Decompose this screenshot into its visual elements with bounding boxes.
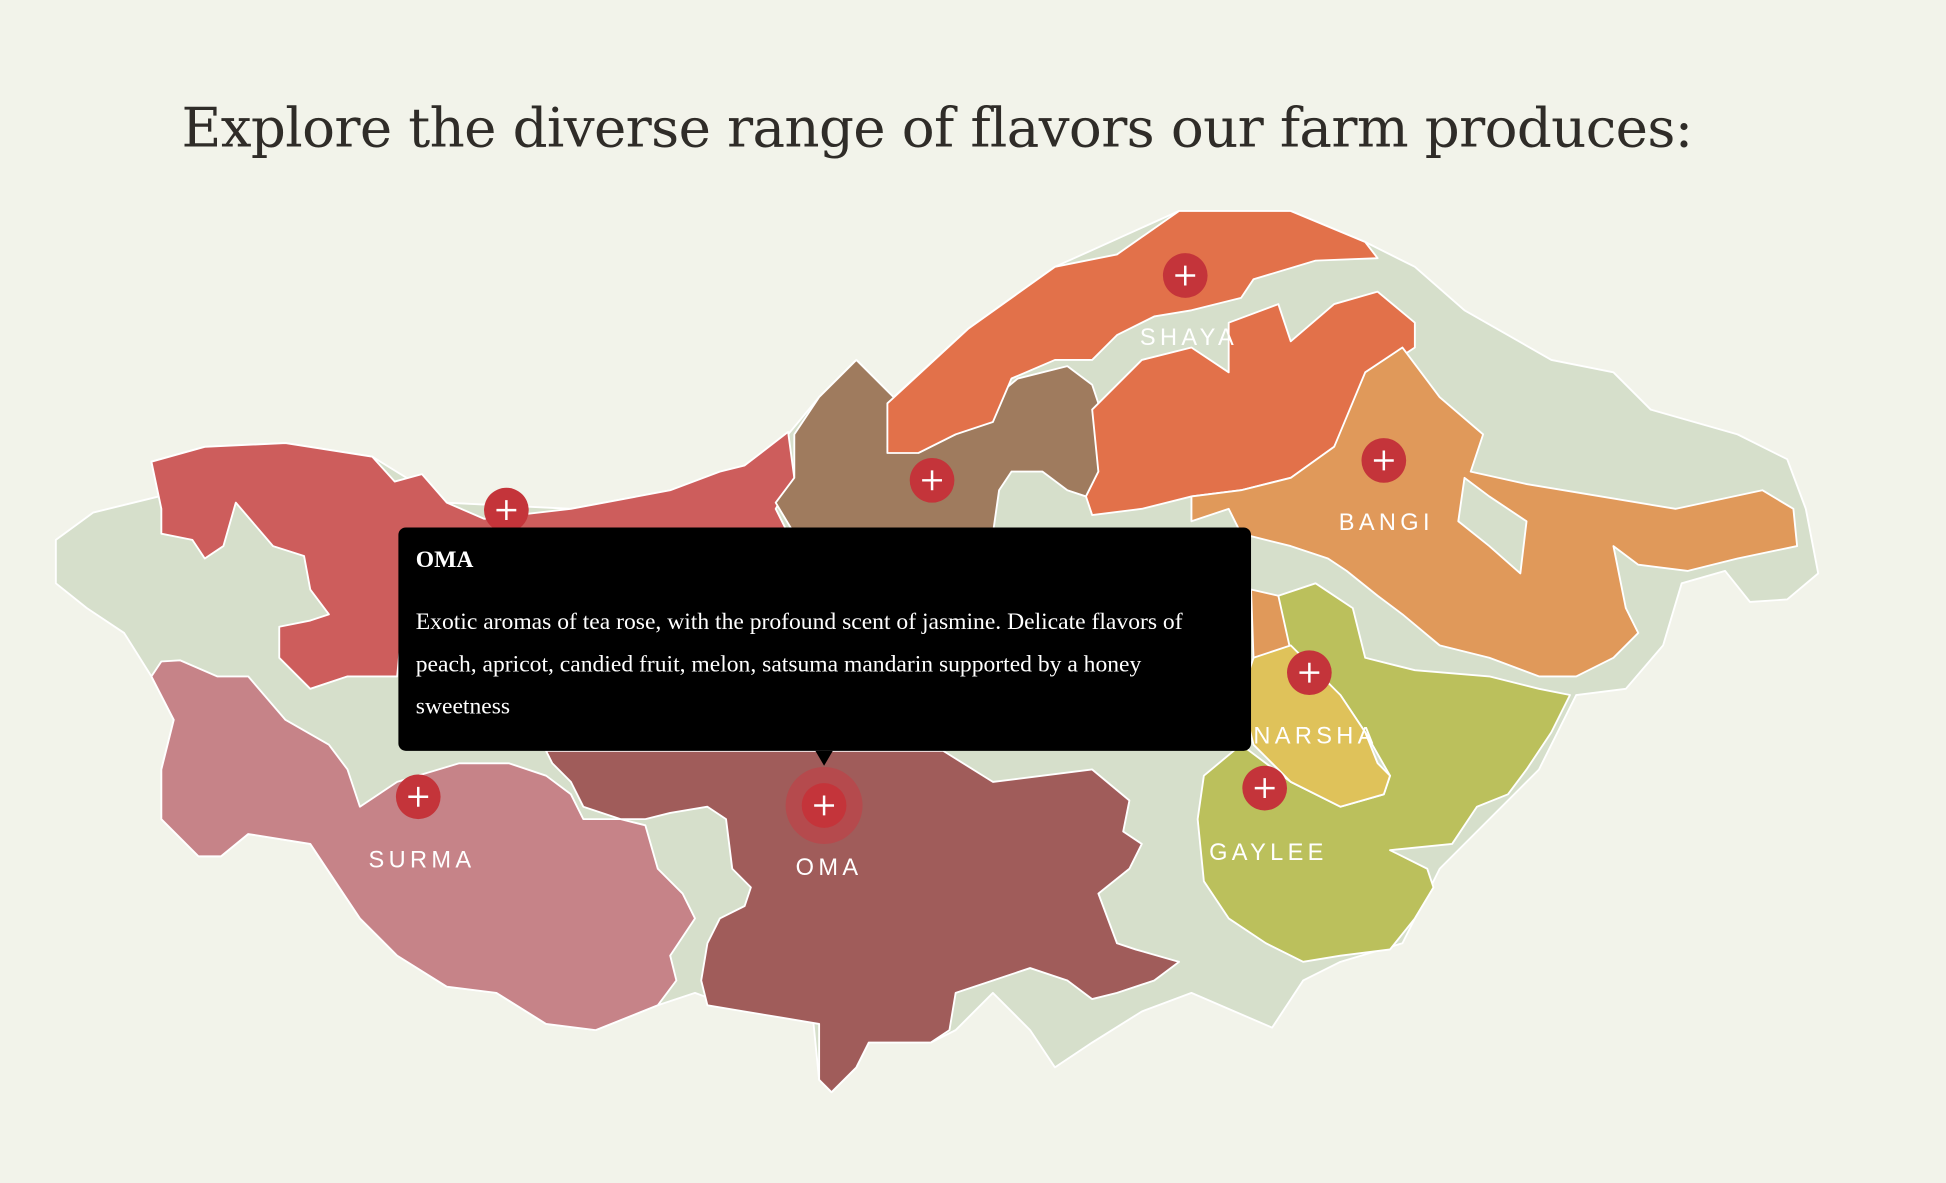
marker-bangi[interactable] <box>1361 438 1407 483</box>
region-shaya[interactable] <box>886 210 1379 454</box>
region-oma[interactable] <box>545 749 1180 1094</box>
plus-icon <box>1175 265 1196 286</box>
plus-icon <box>408 786 429 807</box>
tooltip-description: Exotic aromas of tea rose, with the prof… <box>415 609 1183 720</box>
marker-oma[interactable] <box>801 783 847 828</box>
marker-red[interactable] <box>484 487 529 533</box>
plus-icon <box>1254 778 1275 799</box>
region-surma[interactable] <box>150 659 696 1032</box>
region-label-oma: OMA <box>796 854 863 880</box>
region-label-shaya: SHAYA <box>1140 324 1238 350</box>
region-label-bangi: BANGI <box>1339 509 1434 535</box>
plus-icon <box>814 795 835 816</box>
plus-icon <box>1373 450 1394 471</box>
tooltip-title: OMA <box>415 547 474 574</box>
land-inlet <box>1457 476 1528 575</box>
region-label-gaylee: GAYLEE <box>1209 839 1328 865</box>
marker-narsha[interactable] <box>1287 650 1332 696</box>
page-title: Explore the diverse range of flavors our… <box>181 96 1693 161</box>
plus-icon <box>922 470 942 491</box>
marker-shaya[interactable] <box>1162 253 1208 298</box>
marker-brown[interactable] <box>909 457 955 503</box>
plus-icon <box>496 500 517 521</box>
plus-icon <box>1299 662 1320 683</box>
region-label-surma: SURMA <box>369 847 476 873</box>
region-tooltip: OMA Exotic aromas of tea rose, with the … <box>398 527 1252 766</box>
marker-gaylee[interactable] <box>1242 765 1288 811</box>
marker-surma[interactable] <box>395 774 441 820</box>
region-label-narsha: NARSHA <box>1253 722 1377 748</box>
